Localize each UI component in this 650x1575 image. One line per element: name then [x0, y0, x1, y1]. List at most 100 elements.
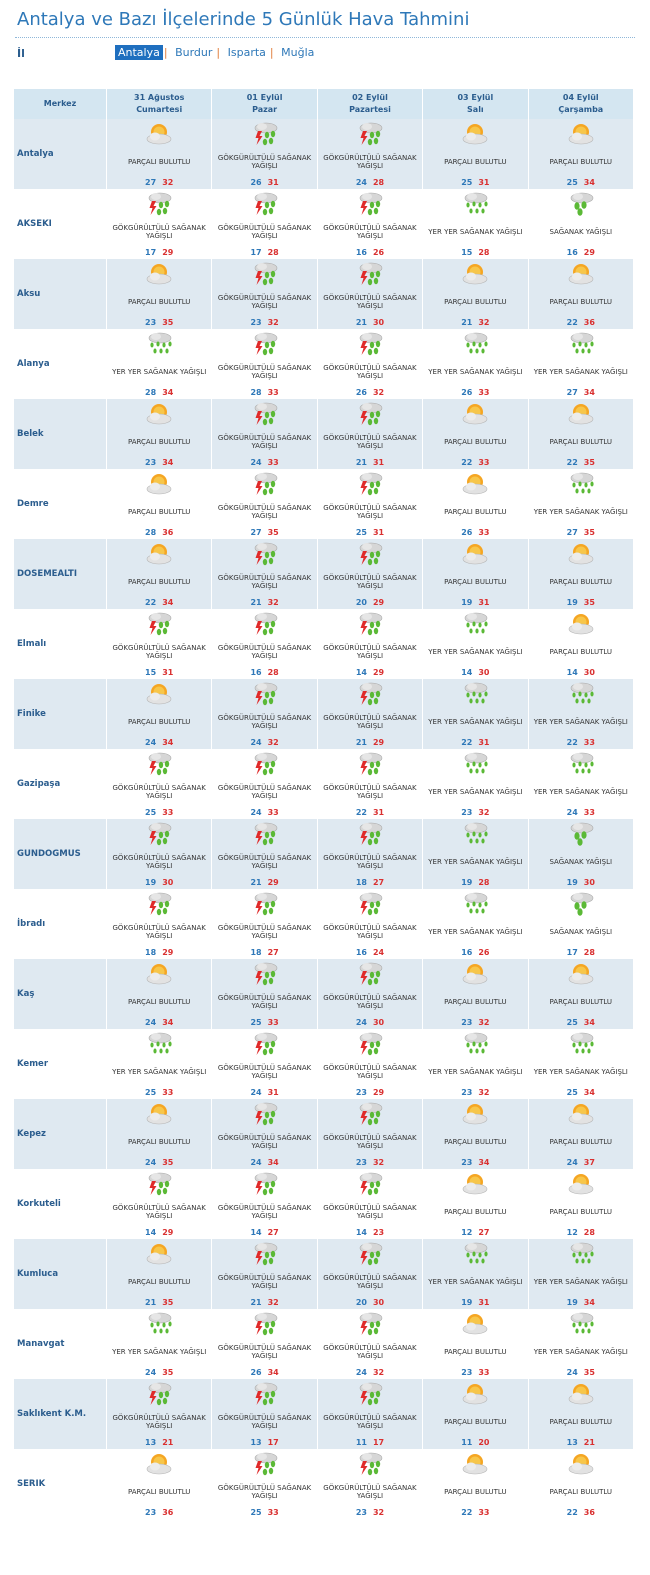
max-temp: 30 [372, 1017, 385, 1027]
station-name: Antalya [14, 119, 107, 189]
thunder-shower-icon [250, 611, 280, 637]
partly-cloudy-icon [566, 1381, 596, 1407]
station-name: Kaş [14, 959, 107, 1029]
table-row-temperatures: 24 35 24 34 23 32 23 34 24 37 [14, 1155, 635, 1169]
min-temp: 28 [145, 527, 157, 537]
condition-text: YER YER SAĞANAK YAĞIŞLI [528, 1058, 635, 1085]
table-row-icons: Saklıkent K.M. [14, 1379, 635, 1449]
temperature-cell: 24 31 [211, 1085, 318, 1099]
scattered-shower-icon [566, 1031, 596, 1057]
condition-text: SAĞANAK YAĞIŞLI [528, 218, 635, 245]
scattered-shower-icon [144, 1311, 174, 1337]
forecast-icon-cell [317, 1029, 424, 1058]
table-row-temperatures: 18 29 18 27 16 24 16 26 17 28 [14, 945, 635, 959]
table-row-icons: Demre [14, 469, 635, 539]
forecast-icon-cell [528, 679, 635, 708]
temperature-cell: 23 29 [317, 1085, 424, 1099]
forecast-icon-cell [422, 959, 529, 988]
max-temp: 31 [478, 597, 490, 607]
min-temp: 23 [355, 1087, 367, 1097]
temperature-cell: 28 36 [106, 525, 213, 539]
shower-icon [566, 821, 596, 847]
max-temp: 27 [478, 1227, 490, 1237]
province-link-isparta[interactable]: Isparta [227, 46, 266, 59]
forecast-icon-cell [422, 749, 529, 778]
scattered-shower-icon [460, 1241, 490, 1267]
forecast-icon-cell [528, 119, 635, 148]
max-temp: 17 [267, 1437, 279, 1447]
max-temp: 31 [478, 177, 490, 187]
condition-text: PARÇALI BULUTLU [422, 1478, 529, 1505]
table-row-icons: Manavgat [14, 1309, 635, 1379]
min-temp: 24 [250, 1087, 262, 1097]
condition-text: YER YER SAĞANAK YAĞIŞLI [422, 918, 529, 945]
max-temp: 36 [583, 317, 595, 327]
forecast-icon-cell [422, 399, 529, 428]
thunder-shower-icon [355, 821, 385, 847]
thunder-shower-icon [144, 191, 174, 217]
forecast-icon-cell [528, 1449, 635, 1478]
condition-text: YER YER SAĞANAK YAĞIŞLI [528, 358, 635, 385]
province-link-mugla[interactable]: Muğla [281, 46, 315, 59]
min-temp: 16 [355, 247, 367, 257]
max-temp: 28 [267, 247, 279, 257]
thunder-shower-icon [250, 541, 280, 567]
condition-text: PARÇALI BULUTLU [422, 1128, 529, 1155]
temperature-cell: 21 31 [317, 455, 424, 469]
forecast-icon-cell [106, 1239, 213, 1268]
forecast-icon-cell [528, 1099, 635, 1128]
min-temp: 26 [461, 387, 473, 397]
station-name: Kumluca [14, 1239, 107, 1309]
table-row-conditions: GÖKGÜRÜLTÜLÜ SAĞANAK YAĞIŞLI GÖKGÜRÜLTÜLÜ… [14, 918, 635, 945]
thunder-shower-icon [250, 681, 280, 707]
condition-text: PARÇALI BULUTLU [106, 148, 213, 175]
max-temp: 34 [162, 1017, 174, 1027]
max-temp: 36 [583, 1507, 595, 1517]
condition-text: GÖKGÜRÜLTÜLÜ SAĞANAK YAĞIŞLI [211, 1408, 318, 1435]
min-temp: 18 [250, 947, 262, 957]
table-row-conditions: PARÇALI BULUTLU GÖKGÜRÜLTÜLÜ SAĞANAK YAĞI… [14, 148, 635, 175]
condition-text: GÖKGÜRÜLTÜLÜ SAĞANAK YAĞIŞLI [317, 778, 424, 805]
min-temp: 21 [250, 877, 262, 887]
min-temp: 25 [145, 1087, 157, 1097]
temperature-cell: 19 34 [528, 1295, 635, 1309]
scattered-shower-icon [566, 681, 596, 707]
thunder-shower-icon [355, 891, 385, 917]
table-row-conditions: PARÇALI BULUTLU GÖKGÜRÜLTÜLÜ SAĞANAK YAĞI… [14, 428, 635, 455]
condition-text: PARÇALI BULUTLU [106, 498, 213, 525]
day-date: 31 Ağustos [134, 93, 185, 102]
station-name: Elmalı [14, 609, 107, 679]
day-header-0: 31 Ağustos Cumartesi [106, 89, 213, 119]
province-link-antalya[interactable]: Antalya [115, 45, 163, 60]
max-temp: 35 [162, 1297, 174, 1307]
temperature-cell: 14 29 [106, 1225, 213, 1239]
min-temp: 24 [145, 1017, 157, 1027]
condition-text: GÖKGÜRÜLTÜLÜ SAĞANAK YAĞIŞLI [211, 1198, 318, 1225]
day-date: 02 Eylül [352, 93, 388, 102]
day-date: 03 Eylül [457, 93, 494, 102]
temperature-cell: 23 34 [422, 1155, 529, 1169]
condition-text: GÖKGÜRÜLTÜLÜ SAĞANAK YAĞIŞLI [317, 848, 424, 875]
condition-text: PARÇALI BULUTLU [106, 1268, 213, 1295]
condition-text: YER YER SAĞANAK YAĞIŞLI [422, 1268, 529, 1295]
max-temp: 28 [478, 877, 490, 887]
separator: | [269, 46, 274, 59]
forecast-icon-cell [528, 959, 635, 988]
temperature-cell: 21 32 [422, 315, 529, 329]
table-row-conditions: PARÇALI BULUTLU GÖKGÜRÜLTÜLÜ SAĞANAK YAĞI… [14, 498, 635, 525]
max-temp: 31 [478, 1297, 490, 1307]
thunder-shower-icon [355, 541, 385, 567]
min-temp: 23 [145, 317, 157, 327]
condition-text: GÖKGÜRÜLTÜLÜ SAĞANAK YAĞIŞLI [317, 568, 424, 595]
condition-text: GÖKGÜRÜLTÜLÜ SAĞANAK YAĞIŞLI [211, 708, 318, 735]
temperature-cell: 23 32 [211, 315, 318, 329]
partly-cloudy-icon [144, 961, 174, 987]
min-temp: 15 [145, 667, 157, 677]
temperature-cell: 24 34 [106, 735, 213, 749]
scattered-shower-icon [566, 1311, 596, 1337]
province-link-burdur[interactable]: Burdur [175, 46, 213, 59]
forecast-icon-cell [317, 959, 424, 988]
table-row-icons: Kemer [14, 1029, 635, 1099]
max-temp: 34 [267, 1367, 279, 1377]
day-header-2: 02 Eylül Pazartesi [317, 89, 424, 119]
